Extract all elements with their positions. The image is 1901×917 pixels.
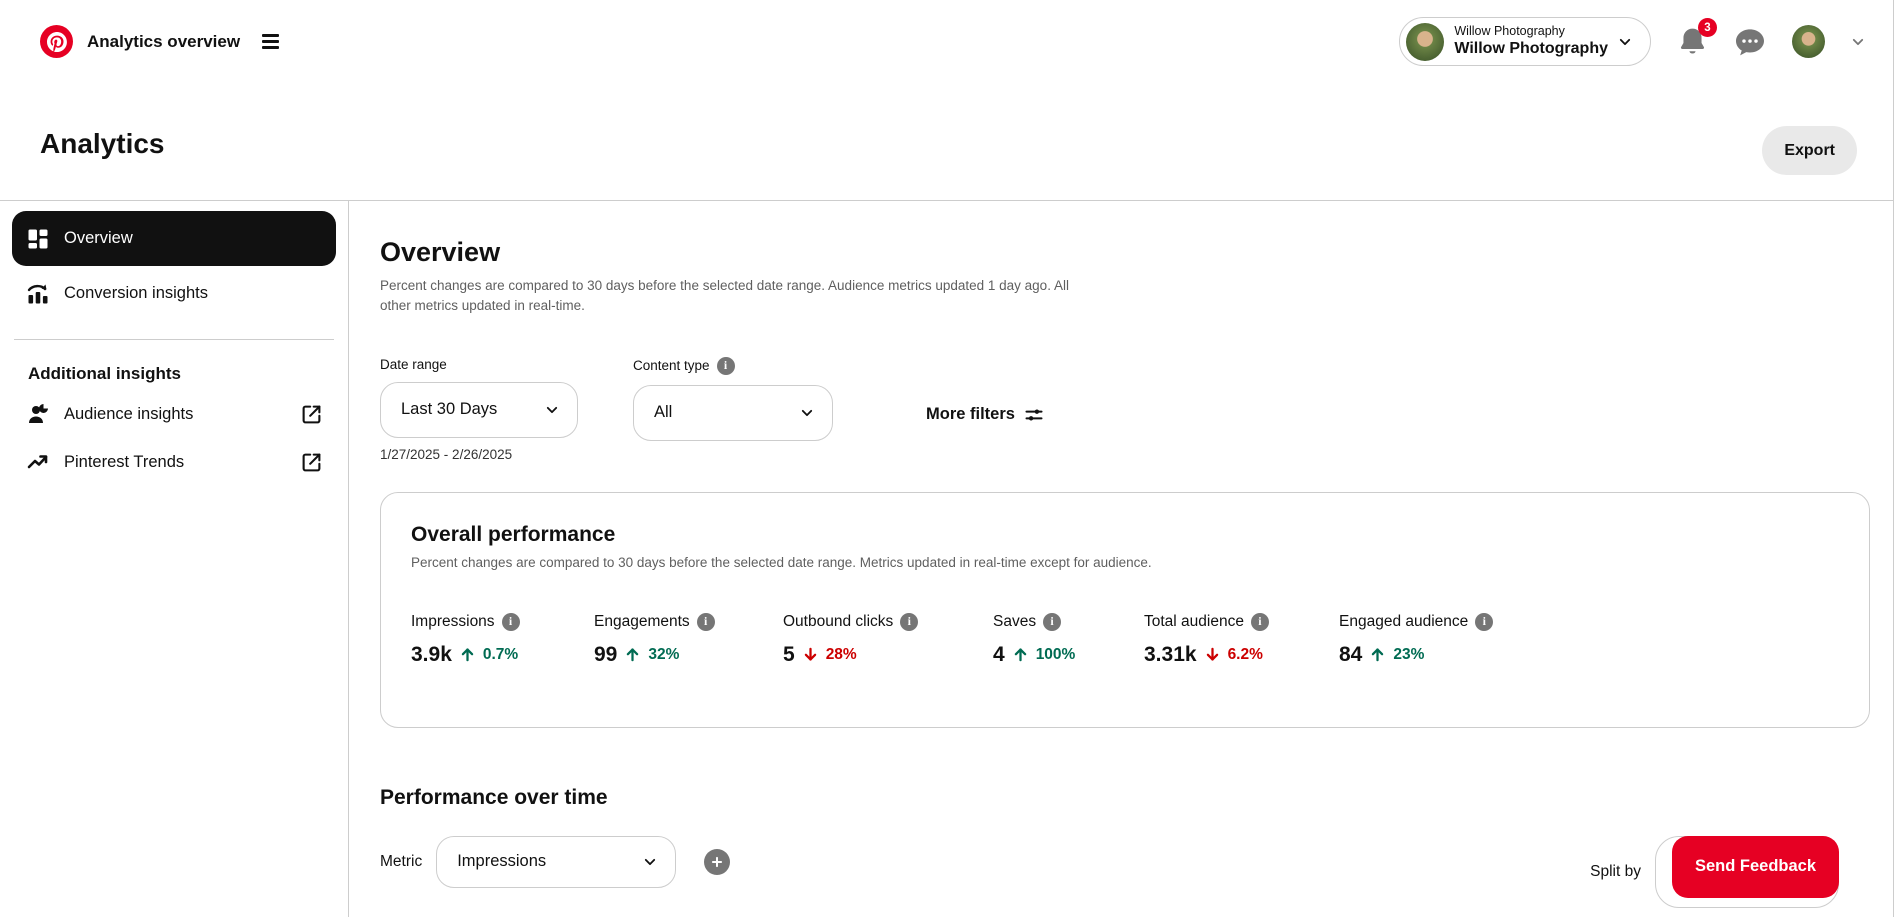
sidebar-item-label: Overview (64, 229, 133, 247)
metric-value: 5 (783, 642, 795, 666)
notification-count-badge: 3 (1698, 18, 1717, 37)
metric-change: 6.2% (1227, 645, 1263, 663)
arrow-up-icon (1372, 648, 1384, 662)
top-bar: Analytics overview Willow Photography Wi… (0, 0, 1893, 83)
arrow-up-icon (461, 648, 474, 662)
more-filters-button[interactable]: More filters (926, 405, 1044, 425)
sidebar-item-label: Conversion insights (64, 284, 208, 302)
arrow-up-icon (1014, 648, 1026, 662)
bell-icon (1680, 28, 1705, 54)
metric-value: 4 (993, 642, 1005, 666)
content-type-dropdown[interactable]: All (633, 384, 833, 441)
date-range-value: Last 30 Days (401, 400, 498, 418)
metric-value: 3.9k (411, 642, 452, 666)
chevron-down-icon (645, 858, 656, 865)
account-avatar (1406, 22, 1445, 61)
overall-performance-card: Overall performance Percent changes are … (380, 491, 1870, 728)
info-icon[interactable]: i (696, 612, 715, 631)
external-link-icon (302, 453, 321, 471)
account-name-primary: Willow Photography (1454, 40, 1608, 58)
metric-value: 3.31k (1144, 642, 1197, 666)
arrow-down-icon (1206, 647, 1218, 661)
menu-icon[interactable] (262, 34, 280, 49)
arrow-down-icon (804, 647, 816, 661)
main-content: Overview Percent changes are compared to… (380, 201, 1870, 908)
metric-impressions: Impressions i 3.9k 0.7% (411, 612, 520, 666)
info-icon[interactable]: i (900, 612, 919, 631)
sidebar: Overview Conversion insights Additional … (0, 201, 349, 917)
send-feedback-button[interactable]: Send Feedback (1672, 835, 1839, 898)
metric-value: 99 (594, 642, 618, 666)
profile-avatar[interactable] (1792, 25, 1825, 58)
metric-change: 23% (1393, 645, 1425, 663)
date-range-dates: 1/27/2025 - 2/26/2025 (380, 446, 513, 462)
app-title: Analytics overview (87, 31, 241, 51)
chevron-down-icon (1619, 38, 1631, 45)
sidebar-item-audience-insights[interactable]: Audience insights (12, 390, 336, 438)
sidebar-item-label: Pinterest Trends (64, 452, 185, 471)
sidebar-section-title: Additional insights (28, 364, 181, 383)
overview-description: Percent changes are compared to 30 days … (380, 278, 1069, 314)
date-range-dropdown[interactable]: Last 30 Days (380, 381, 578, 438)
metrics-row: Impressions i 3.9k 0.7% Engagements i 99 3… (411, 612, 1839, 667)
metric-change: 28% (825, 645, 857, 663)
info-icon[interactable]: i (716, 356, 735, 375)
sidebar-item-pinterest-trends[interactable]: Pinterest Trends (12, 438, 336, 486)
audience-person-icon (29, 404, 48, 423)
arrow-up-icon (627, 648, 639, 662)
sliders-icon (1025, 409, 1043, 420)
chat-icon (1736, 28, 1764, 55)
scrollbar[interactable] (1893, 0, 1901, 917)
external-link-icon (302, 405, 321, 423)
info-icon[interactable]: i (1250, 612, 1269, 631)
export-button[interactable]: Export (1762, 126, 1857, 175)
content-type-label: Content type i (633, 356, 833, 375)
metric-saves: Saves i 4 100% (993, 612, 1076, 666)
plus-icon (712, 856, 723, 867)
filters-row: Date range Last 30 Days 1/27/2025 - 2/26… (380, 356, 1870, 462)
sidebar-item-conversion-insights[interactable]: Conversion insights (12, 266, 336, 321)
sidebar-item-label: Audience insights (64, 404, 194, 423)
overview-grid-icon (28, 229, 48, 248)
metric-selector-row: Metric Impressions Split by (380, 835, 1870, 908)
metric-change: 0.7% (482, 645, 519, 663)
account-switcher[interactable]: Willow Photography Willow Photography (1399, 17, 1651, 66)
add-metric-button[interactable] (704, 848, 731, 875)
metric-label: Metric (380, 852, 423, 870)
notifications-button[interactable]: 3 (1677, 18, 1717, 57)
metric-change: 100% (1035, 645, 1076, 663)
metric-total-audience: Total audience i 3.31k 6.2% (1144, 612, 1339, 667)
performance-over-time-title: Performance over time (380, 785, 608, 809)
pinterest-logo-icon[interactable] (40, 25, 73, 58)
sidebar-divider (14, 339, 334, 340)
conversion-chart-icon (27, 284, 48, 303)
chevron-down-icon (801, 409, 813, 416)
overview-title: Overview (380, 237, 501, 267)
metric-dropdown-value: Impressions (457, 852, 547, 871)
content-type-value: All (654, 403, 673, 421)
metric-value: 84 (1339, 642, 1363, 666)
sidebar-item-overview[interactable]: Overview (12, 211, 336, 266)
info-icon[interactable]: i (501, 612, 520, 631)
split-by-label: Split by (1590, 862, 1641, 880)
metric-change: 32% (648, 645, 680, 663)
metric-engaged-audience: Engaged audience i 84 23% (1339, 612, 1559, 667)
chevron-down-icon (546, 406, 558, 413)
overall-performance-title: Overall performance (411, 522, 616, 546)
overall-performance-description: Percent changes are compared to 30 days … (411, 554, 1152, 570)
header-divider (0, 200, 1893, 201)
trending-up-icon (27, 455, 48, 469)
info-icon[interactable]: i (1475, 612, 1494, 631)
metric-engagements: Engagements i 99 32% (594, 612, 783, 667)
account-name-secondary: Willow Photography (1454, 23, 1565, 38)
accounts-chevron-down-icon[interactable] (1851, 35, 1865, 49)
metric-outbound-clicks: Outbound clicks i 5 28% (783, 612, 993, 667)
date-range-label: Date range (380, 356, 447, 372)
metric-dropdown[interactable]: Impressions (436, 835, 677, 888)
page-title: Analytics (40, 128, 165, 159)
info-icon[interactable]: i (1043, 612, 1062, 631)
messages-button[interactable] (1734, 26, 1766, 58)
